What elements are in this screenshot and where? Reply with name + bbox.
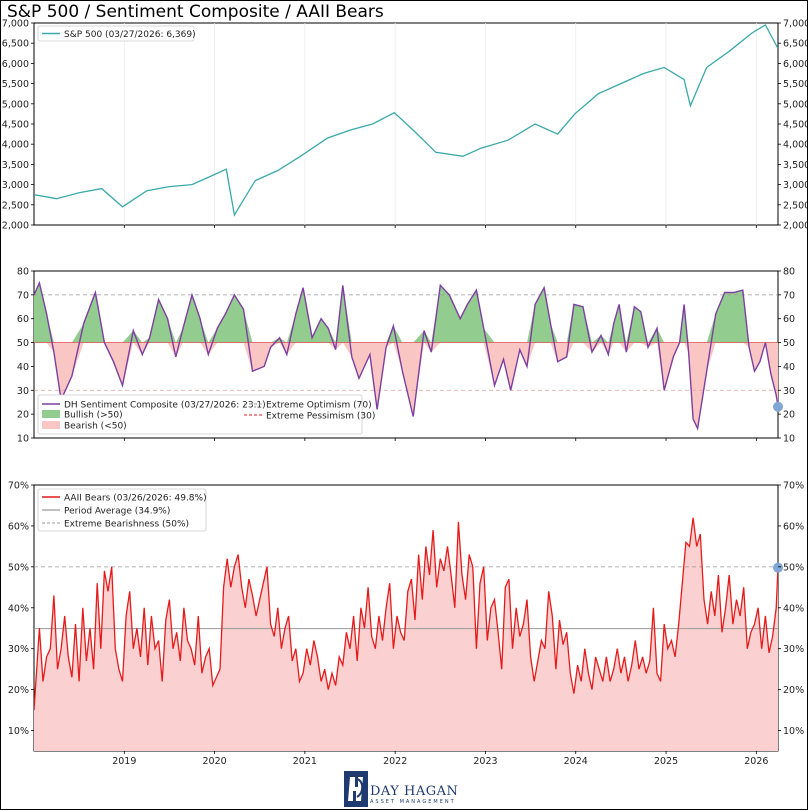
aaii-ytick-label-left: 30% (8, 644, 29, 655)
dh-ytick-label-left: 70 (17, 290, 29, 301)
dh-ytick-label-right: 10 (783, 434, 795, 445)
dh-legend-composite: DH Sentiment Composite (03/27/2026: 23.1… (64, 401, 266, 411)
dh-legend-bearish: Bearish (<50) (64, 422, 127, 432)
dh-ytick-label-left: 20 (17, 410, 29, 421)
dh-legend: DH Sentiment Composite (03/27/2026: 23.1… (37, 394, 375, 435)
dh-ytick-label-right: 30 (783, 386, 795, 397)
spx-ytick-label-left: 2,500 (2, 200, 29, 211)
aaii-ytick-label-left: 40% (8, 603, 29, 614)
aaii-legend-bears: AAII Bears (03/26/2026: 49.8%) (64, 494, 207, 504)
chart-title: S&P 500 / Sentiment Composite / AAII Bea… (7, 2, 384, 22)
dh-ytick-label-right: 40 (783, 362, 795, 373)
spx-ytick-label-left: 7,000 (2, 19, 29, 30)
dh-ytick-label-left: 30 (17, 386, 29, 397)
spx-ytick-label-right: 6,000 (783, 59, 807, 70)
spx-line (34, 24, 778, 217)
dh-legend-pessimism: Extreme Pessimism (30) (266, 412, 375, 422)
spx-ytick-label-left: 5,000 (2, 99, 29, 110)
x-tick-label: 2022 (383, 756, 407, 767)
spx-legend-label: S&P 500 (03/27/2026: 6,369) (64, 30, 196, 40)
dh-legend-bullish: Bullish (>50) (64, 411, 123, 421)
spx-ytick-label-right: 4,500 (783, 120, 807, 131)
spx-ytick-label-right: 2,500 (783, 200, 807, 211)
aaii-ytick-label-left: 20% (8, 685, 29, 696)
aaii-legend: AAII Bears (03/26/2026: 49.8%) Period Av… (37, 488, 207, 532)
logo-subtitle: ASSET MANAGEMENT (370, 799, 456, 805)
spx-ytick-label-right: 5,000 (783, 99, 807, 110)
spx-ytick-label-left: 6,500 (2, 39, 29, 50)
x-tick-label: 2024 (564, 756, 588, 767)
aaii-ytick-label-right: 10% (783, 726, 804, 737)
aaii-last-point-marker (773, 562, 783, 573)
x-tick-label: 2021 (293, 756, 317, 767)
dh-composite-line (34, 280, 778, 431)
spx-ytick-label-left: 3,000 (2, 180, 29, 191)
spx-ytick-label-right: 5,500 (783, 79, 807, 90)
spx-ytick-label-right: 7,000 (783, 19, 807, 30)
aaii-legend-average: Period Average (34.9%) (64, 507, 170, 517)
logo-mark-icon (344, 771, 368, 807)
aaii-ytick-label-left: 50% (8, 562, 29, 573)
aaii-ytick-label-right: 50% (783, 562, 804, 573)
spx-ytick-label-right: 3,500 (783, 160, 807, 171)
aaii-ytick-label-right: 60% (783, 521, 804, 532)
aaii-ytick-label-right: 30% (783, 644, 804, 655)
aaii-ytick-label-left: 10% (8, 726, 29, 737)
aaii-bears-line (34, 517, 778, 711)
spx-ytick-label-right: 3,000 (783, 180, 807, 191)
aaii-ytick-label-left: 70% (8, 481, 29, 492)
spx-ytick-label-left: 4,500 (2, 120, 29, 131)
x-tick-label: 2019 (112, 756, 136, 767)
dh-ytick-label-left: 60 (17, 314, 29, 325)
x-tick-label: 2025 (654, 756, 678, 767)
x-tick-label: 2023 (473, 756, 497, 767)
aaii-ytick-label-right: 20% (783, 685, 804, 696)
dh-ytick-label-left: 40 (17, 362, 29, 373)
logo-name: DAY HAGAN (370, 784, 459, 799)
aaii-ytick-label-right: 70% (783, 481, 804, 492)
dh-ytick-label-right: 50 (783, 338, 795, 349)
dh-ytick-label-left: 10 (17, 434, 29, 445)
spx-legend: S&P 500 (03/27/2026: 6,369) (37, 25, 196, 42)
x-tick-label: 2020 (202, 756, 226, 767)
spx-ytick-label-right: 6,500 (783, 39, 807, 50)
spx-ytick-label-left: 6,000 (2, 59, 29, 70)
aaii-legend-extreme: Extreme Bearishness (50%) (64, 520, 189, 530)
bullish-fill (34, 282, 778, 343)
dh-ytick-label-right: 70 (783, 290, 795, 301)
dh-ytick-label-left: 50 (17, 338, 29, 349)
day-hagan-logo: DAY HAGAN ASSET MANAGEMENT (344, 771, 474, 809)
spx-ytick-label-right: 2,000 (783, 221, 807, 232)
spx-ytick-label-right: 4,000 (783, 140, 807, 151)
spx-ytick-label-left: 3,500 (2, 160, 29, 171)
spx-ytick-label-left: 4,000 (2, 140, 29, 151)
dh-ytick-label-right: 60 (783, 314, 795, 325)
dh-ytick-label-left: 80 (17, 267, 29, 278)
dh-ytick-label-right: 20 (783, 410, 795, 421)
aaii-ytick-label-right: 40% (783, 603, 804, 614)
dh-legend-optimism: Extreme Optimism (70) (266, 401, 372, 411)
x-tick-label: 2026 (744, 756, 768, 767)
aaii-ytick-label-left: 60% (8, 521, 29, 532)
dh-last-point-marker (773, 401, 783, 412)
spx-ytick-label-left: 5,500 (2, 79, 29, 90)
aaii-area (34, 517, 778, 751)
spx-ytick-label-left: 2,000 (2, 221, 29, 232)
dh-ytick-label-right: 80 (783, 267, 795, 278)
